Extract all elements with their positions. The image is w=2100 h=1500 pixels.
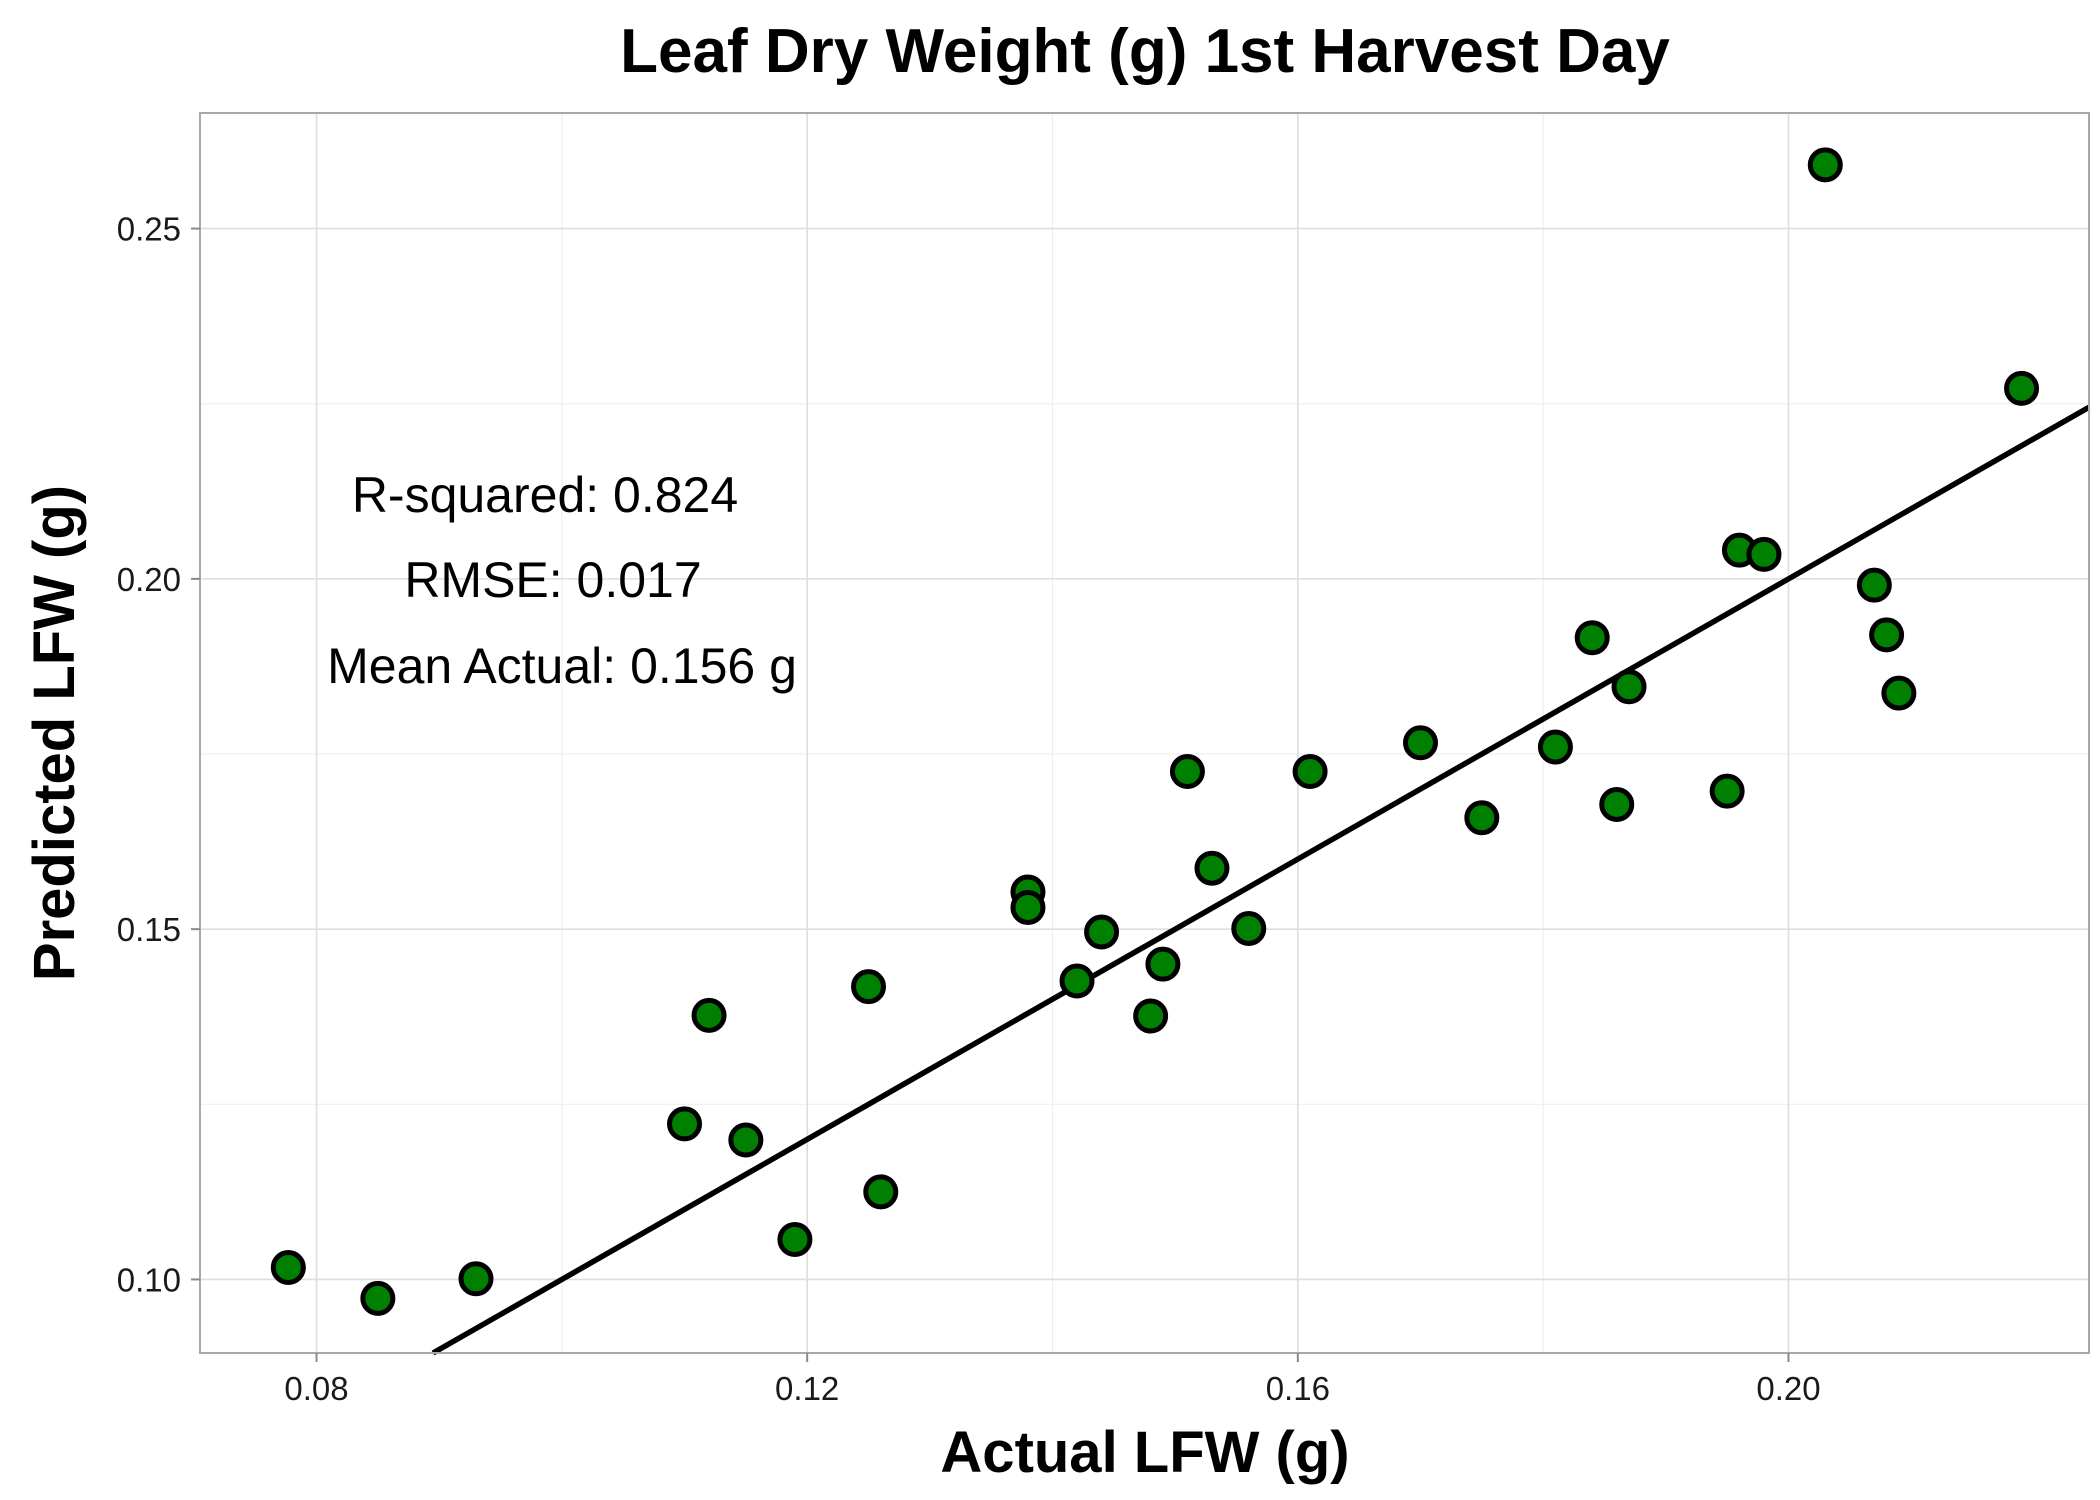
major-gridlines bbox=[200, 113, 2089, 1353]
data-point bbox=[1869, 617, 1905, 653]
data-point bbox=[1709, 773, 1745, 809]
x-tick-label: 0.12 bbox=[775, 1370, 839, 1407]
data-point bbox=[1145, 946, 1181, 982]
y-tick-label: 0.20 bbox=[117, 561, 181, 598]
x-tick-label: 0.16 bbox=[1266, 1370, 1330, 1407]
data-point bbox=[1059, 963, 1095, 999]
data-point bbox=[863, 1174, 899, 1210]
x-tick-label: 0.20 bbox=[1756, 1370, 1820, 1407]
data-point bbox=[1292, 754, 1328, 790]
data-point bbox=[851, 969, 887, 1005]
y-tick-label: 0.15 bbox=[117, 911, 181, 948]
y-axis-title: Predicted LFW (g) bbox=[22, 485, 87, 981]
data-point bbox=[1746, 536, 1782, 572]
mean-actual-label: Mean Actual: 0.156 g bbox=[327, 638, 797, 694]
plot-panel-border bbox=[199, 112, 2090, 1354]
fit-line-layer bbox=[431, 404, 2091, 1356]
data-point bbox=[1611, 669, 1647, 705]
rmse-label: RMSE: 0.017 bbox=[404, 552, 701, 608]
data-point bbox=[1133, 998, 1169, 1034]
axis-ticks: 0.08 0.12 0.16 0.20 0.10 0.15 0.20 0.25 bbox=[117, 211, 1821, 1407]
data-point bbox=[1402, 725, 1438, 761]
x-tick-label: 0.08 bbox=[284, 1370, 348, 1407]
chart-title: Leaf Dry Weight (g) 1st Harvest Day bbox=[620, 17, 1670, 86]
data-points bbox=[270, 147, 2040, 1316]
data-point bbox=[667, 1106, 703, 1142]
data-point bbox=[360, 1280, 396, 1316]
data-point bbox=[270, 1250, 306, 1286]
data-point bbox=[1084, 914, 1120, 950]
x-axis-title: Actual LFW (g) bbox=[940, 1420, 1349, 1485]
data-point bbox=[728, 1122, 764, 1158]
data-point bbox=[458, 1261, 494, 1297]
data-point bbox=[1464, 800, 1500, 836]
data-point bbox=[1010, 889, 1046, 925]
minor-gridlines bbox=[200, 113, 2089, 1353]
r-squared-label: R-squared: 0.824 bbox=[352, 467, 738, 523]
data-point bbox=[691, 997, 727, 1033]
data-point bbox=[1881, 675, 1917, 711]
data-point bbox=[1169, 754, 1205, 790]
data-point bbox=[1194, 850, 1230, 886]
fit-line bbox=[431, 404, 2091, 1356]
data-point bbox=[2004, 370, 2040, 406]
data-point bbox=[1574, 620, 1610, 656]
data-point bbox=[777, 1222, 813, 1258]
data-point bbox=[1537, 729, 1573, 765]
data-point bbox=[1807, 147, 1843, 183]
y-tick-label: 0.25 bbox=[117, 211, 181, 248]
data-point bbox=[1856, 567, 1892, 603]
y-tick-label: 0.10 bbox=[117, 1261, 181, 1298]
data-point bbox=[1599, 786, 1635, 822]
data-point bbox=[1231, 910, 1267, 946]
stats-annotation: R-squared: 0.824 RMSE: 0.017 Mean Actual… bbox=[327, 467, 797, 694]
